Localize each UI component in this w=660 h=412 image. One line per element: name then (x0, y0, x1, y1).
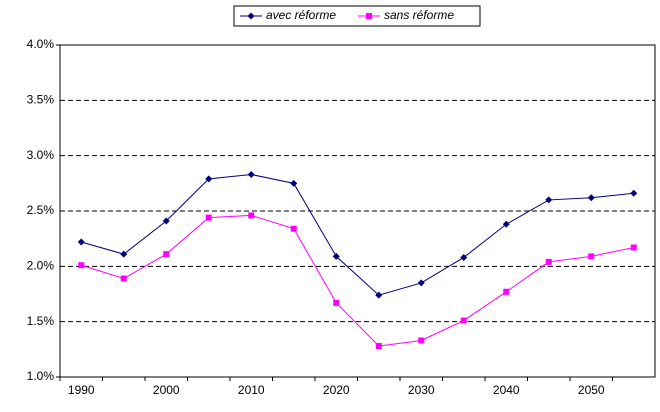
x-tick-label: 1990 (68, 383, 95, 397)
x-tick-label: 2040 (493, 383, 520, 397)
marker (248, 212, 255, 219)
marker (77, 238, 85, 246)
series-line (81, 173, 634, 296)
marker (247, 170, 255, 178)
y-tick-label: 3.5% (27, 93, 55, 107)
marker (545, 196, 553, 204)
y-tick-label: 2.0% (27, 259, 55, 273)
marker (630, 244, 637, 251)
marker (460, 253, 468, 261)
y-tick-label: 2.5% (27, 203, 55, 217)
y-tick-label: 1.5% (27, 314, 55, 328)
marker (290, 225, 297, 232)
marker (205, 214, 212, 221)
marker (332, 252, 340, 260)
marker (120, 275, 127, 282)
marker (375, 291, 383, 299)
marker (78, 262, 85, 269)
x-tick-label: 2050 (578, 383, 605, 397)
x-tick-label: 2010 (238, 383, 265, 397)
marker (587, 194, 595, 202)
x-tick-label: 2000 (153, 383, 180, 397)
marker (247, 12, 255, 20)
marker (163, 251, 170, 258)
marker (630, 189, 638, 197)
marker (417, 279, 425, 287)
legend-label: avec réforme (266, 8, 336, 22)
legend-label: sans réforme (384, 8, 454, 22)
marker (290, 179, 298, 187)
y-tick-label: 4.0% (27, 37, 55, 51)
y-tick-label: 1.0% (27, 369, 55, 383)
marker (545, 258, 552, 265)
marker (502, 220, 510, 228)
marker (120, 250, 128, 258)
marker (503, 288, 510, 295)
x-tick-label: 2030 (408, 383, 435, 397)
marker (588, 253, 595, 260)
marker (375, 343, 382, 350)
marker (162, 217, 170, 225)
marker (460, 317, 467, 324)
marker (333, 299, 340, 306)
y-tick-label: 3.0% (27, 148, 55, 162)
marker (205, 175, 213, 183)
x-tick-label: 2020 (323, 383, 350, 397)
series-line (81, 214, 634, 347)
marker (366, 13, 372, 19)
marker (418, 337, 425, 344)
legend-box (233, 5, 481, 27)
